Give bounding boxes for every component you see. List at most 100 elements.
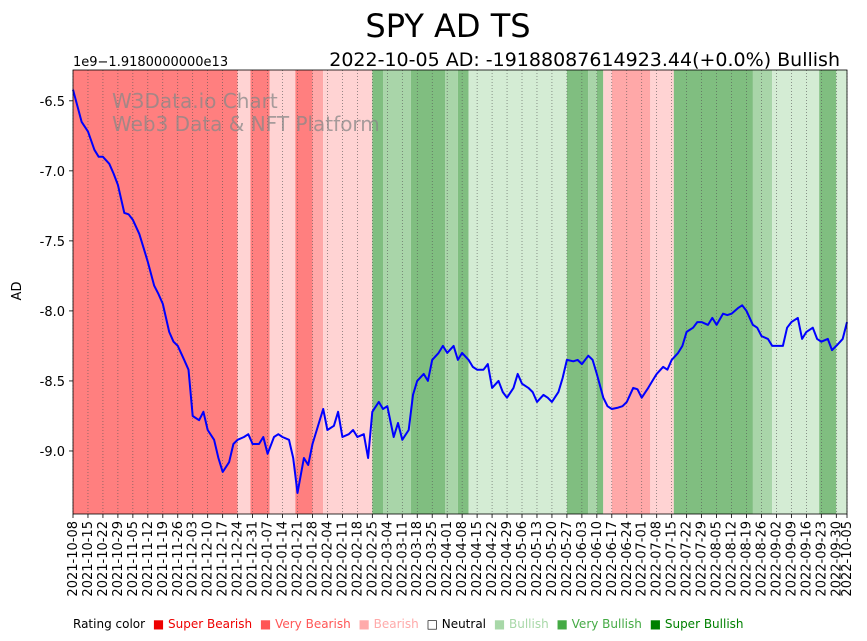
x-tick-label-29: 2022-04-29 — [500, 521, 515, 597]
x-tick-label-17: 2022-02-04 — [320, 521, 335, 597]
plot-frame — [72, 69, 848, 515]
y-axis-label: AD — [10, 282, 25, 301]
x-tick-label-32: 2022-05-20 — [545, 521, 560, 597]
x-tick-label-4: 2021-11-05 — [126, 521, 141, 597]
watermark: W3Data.io Chart Web3 Data & NFT Platform — [112, 89, 380, 136]
rating-band-20 — [752, 70, 773, 514]
x-tick-label-10: 2021-12-17 — [216, 521, 231, 597]
legend-item-neutral: □ Neutral — [422, 617, 487, 631]
x-tick-label-15: 2022-01-21 — [291, 521, 306, 597]
y-tick-label-1: -7.0 — [40, 165, 65, 180]
x-tick-label-13: 2022-01-07 — [261, 521, 276, 597]
x-tick-label-0: 2021-10-08 — [66, 521, 81, 597]
x-tick-label-25: 2022-04-01 — [440, 521, 455, 597]
rating-band-12 — [468, 70, 567, 514]
y-offset-label: 1e9−1.9180000000e13 — [73, 55, 228, 70]
x-tick-label-34: 2022-06-03 — [575, 521, 590, 597]
x-tick-label-45: 2022-08-19 — [740, 521, 755, 597]
rating-legend: Rating color ■ Super Bearish ■ Very Bear… — [73, 617, 752, 631]
x-tick-label-7: 2021-11-26 — [171, 521, 186, 597]
y-tick-label-3: -8.0 — [40, 305, 65, 320]
x-tick-label-1: 2021-10-15 — [81, 521, 96, 597]
legend-item-bearish: ■ Bearish — [354, 617, 419, 631]
x-tick-label-22: 2022-03-11 — [395, 521, 410, 597]
x-tick-label-27: 2022-04-15 — [470, 521, 485, 597]
legend-item-bullish: ■ Bullish — [490, 617, 549, 631]
x-tick-label-18: 2022-02-11 — [335, 521, 350, 597]
x-tick-label-3: 2021-10-29 — [111, 521, 126, 597]
watermark-line-2: Web3 Data & NFT Platform — [112, 112, 380, 136]
rating-band-16 — [603, 70, 612, 514]
x-tick-label-40: 2022-07-15 — [665, 521, 680, 597]
y-tick-label-4: -8.5 — [40, 375, 65, 390]
watermark-line-1: W3Data.io Chart — [112, 89, 278, 113]
x-tick-label-36: 2022-06-17 — [605, 521, 620, 597]
x-tick-label-37: 2022-06-24 — [620, 521, 635, 597]
rating-band-5 — [312, 70, 324, 514]
chart-title: SPY AD TS — [365, 7, 530, 45]
x-tick-label-21: 2022-03-04 — [380, 521, 395, 597]
x-tick-label-42: 2022-07-29 — [695, 521, 710, 597]
rating-band-8 — [383, 70, 411, 514]
x-tick-label-38: 2022-07-01 — [635, 521, 650, 597]
x-tick-label-50: 2022-09-23 — [814, 521, 829, 597]
x-tick-label-30: 2022-05-06 — [515, 521, 530, 597]
rating-band-21 — [772, 70, 820, 514]
x-tick-label-52: 2022-10-05 — [840, 521, 855, 597]
rating-band-4 — [295, 70, 313, 514]
rating-band-22 — [819, 70, 837, 514]
rating-band-13 — [566, 70, 589, 514]
x-tick-label-8: 2021-12-03 — [186, 521, 201, 597]
y-tick-label-5: -9.0 — [40, 445, 65, 460]
y-tick-label-2: -7.5 — [40, 235, 65, 250]
x-tick-label-41: 2022-07-22 — [680, 521, 695, 597]
x-tick-label-11: 2021-12-24 — [231, 521, 246, 597]
x-tick-label-44: 2022-08-12 — [725, 521, 740, 597]
rating-band-19 — [673, 70, 753, 514]
x-tick-label-46: 2022-08-26 — [754, 521, 769, 597]
rating-band-23 — [836, 70, 847, 514]
x-tick-label-28: 2022-04-22 — [485, 521, 500, 597]
x-tick-label-9: 2021-12-10 — [201, 521, 216, 597]
x-tick-label-14: 2022-01-14 — [276, 521, 291, 597]
rating-band-17 — [611, 70, 651, 514]
legend-item-very-bullish: ■ Very Bullish — [552, 617, 642, 631]
x-tick-label-47: 2022-09-02 — [769, 521, 784, 597]
legend-title: Rating color — [73, 617, 146, 631]
x-axis: 2021-10-08 2021-10-15 2021-10-22 2021-10-29… — [66, 514, 855, 597]
rating-band-10 — [445, 70, 458, 514]
legend-item-super-bullish: ■ Super Bullish — [645, 617, 744, 631]
y-axis: -6.5 -7.0 -7.5 -8.0 -8.5 -9.0 — [40, 95, 73, 460]
x-tick-label-43: 2022-08-05 — [710, 521, 725, 597]
x-tick-label-26: 2022-04-08 — [455, 521, 470, 597]
x-tick-label-16: 2022-01-28 — [305, 521, 320, 597]
chart-subtitle: 2022-10-05 AD: -19188087614923.44(+0.0%)… — [329, 49, 840, 71]
x-tick-label-24: 2022-03-25 — [425, 521, 440, 597]
rating-band-15 — [596, 70, 604, 514]
x-tick-label-35: 2022-06-10 — [590, 521, 605, 597]
rating-band-18 — [650, 70, 674, 514]
x-tick-label-12: 2021-12-31 — [246, 521, 261, 597]
rating-band-2 — [250, 70, 270, 514]
rating-band-6 — [323, 70, 373, 514]
legend-item-super-bearish: ■ Super Bearish — [152, 617, 253, 631]
x-tick-label-49: 2022-09-16 — [799, 521, 814, 597]
rating-band-7 — [372, 70, 384, 514]
x-tick-label-48: 2022-09-09 — [784, 521, 799, 597]
rating-band-14 — [588, 70, 597, 514]
x-tick-label-51: 2022-09-30 — [829, 521, 844, 597]
rating-band-0 — [73, 70, 238, 514]
x-tick-label-31: 2022-05-13 — [530, 521, 545, 597]
x-tick-label-23: 2022-03-18 — [410, 521, 425, 597]
rating-band-1 — [237, 70, 251, 514]
x-tick-label-19: 2022-02-18 — [350, 521, 365, 597]
rating-band-9 — [410, 70, 446, 514]
x-tick-label-39: 2022-07-08 — [650, 521, 665, 597]
x-tick-label-6: 2021-11-19 — [156, 521, 171, 597]
legend-item-very-bearish: ■ Very Bearish — [256, 617, 351, 631]
y-tick-label-0: -6.5 — [40, 95, 65, 110]
rating-band-11 — [457, 70, 469, 514]
rating-bands — [73, 70, 847, 514]
x-tick-label-2: 2021-10-22 — [96, 521, 111, 597]
